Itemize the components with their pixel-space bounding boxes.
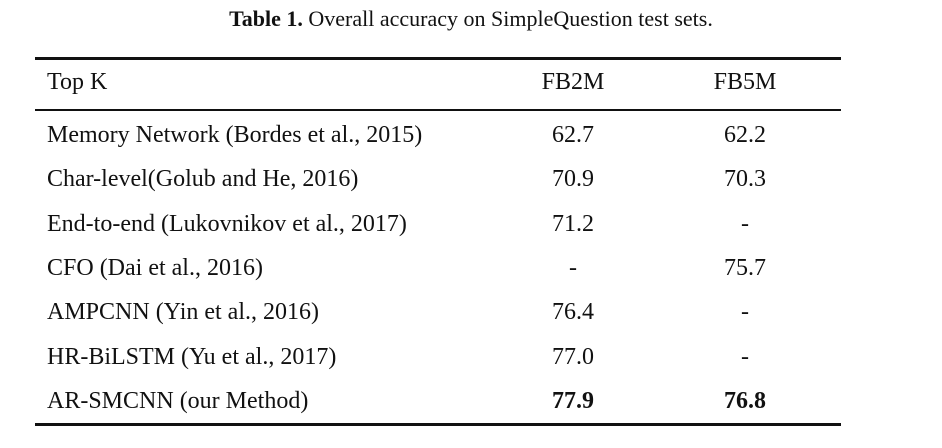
method-cell: AMPCNN (Yin et al., 2016) <box>47 299 319 326</box>
value-cell: 76.8 <box>724 387 766 414</box>
value-cell: - <box>741 210 749 237</box>
value-cell: 77.9 <box>552 387 594 414</box>
method-cell: CFO (Dai et al., 2016) <box>47 254 263 281</box>
header-cell: FB2M <box>541 69 605 95</box>
value-cell: 71.2 <box>552 210 594 237</box>
header-cell: Top K <box>47 69 108 95</box>
method-cell: Char-level(Golub and He, 2016) <box>47 166 359 193</box>
method-cell: HR-BiLSTM (Yu et al., 2017) <box>47 343 337 370</box>
method-cell: Memory Network (Bordes et al., 2015) <box>47 122 423 148</box>
value-cell: 75.7 <box>724 254 766 281</box>
header-cell: FB5M <box>713 69 777 95</box>
caption-label: Table 1. <box>229 6 303 31</box>
method-cell: AR-SMCNN (our Method) <box>47 387 309 414</box>
top-rule <box>35 57 841 60</box>
value-cell: 62.7 <box>552 122 594 148</box>
table-caption: Table 1. Overall accuracy on SimpleQuest… <box>0 6 942 32</box>
value-cell: 76.4 <box>552 299 594 326</box>
method-cell: End-to-end (Lukovnikov et al., 2017) <box>47 210 407 237</box>
value-cell: 77.0 <box>552 343 594 370</box>
value-cell: - <box>741 343 749 370</box>
value-cell: 70.9 <box>552 166 594 193</box>
caption-text: Overall accuracy on SimpleQuestion test … <box>302 6 713 31</box>
value-cell: 62.2 <box>724 122 766 148</box>
value-cell: - <box>569 254 577 281</box>
header-rule <box>35 109 841 111</box>
bottom-rule <box>35 423 841 426</box>
value-cell: - <box>741 299 749 326</box>
value-cell: 70.3 <box>724 166 766 193</box>
